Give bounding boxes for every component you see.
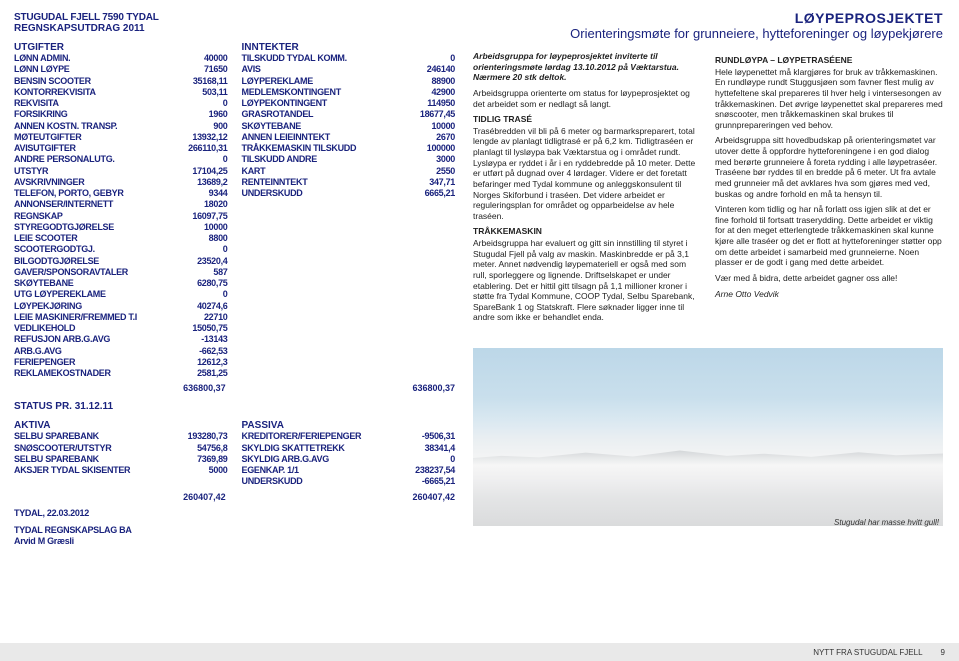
project-subtitle: Orienteringsmøte for grunneiere, hyttefo…	[473, 26, 943, 41]
article-columns: Arbeidsgruppa for løypeprosjektet invite…	[473, 51, 943, 328]
table-row: KART2550	[242, 166, 456, 177]
p-rund1: Hele løypenettet må klargjøres for bruk …	[715, 67, 943, 131]
aktiva-head: AKTIVA	[14, 420, 228, 431]
table-row: ARB.G.AVG-662,53	[14, 346, 228, 357]
table-row: LØYPEKJØRING40274,6	[14, 301, 228, 312]
table-row: SNØSCOOTER/UTSTYR54756,8	[14, 443, 228, 454]
table-row: MEDLEMSKONTINGENT42900	[242, 87, 456, 98]
h-rund: RUNDLØYPA – LØYPETRASÉENE	[715, 55, 943, 66]
table-row: KREDITORER/FERIEPENGER-9506,31	[242, 431, 456, 442]
p-rund2: Arbeidsgruppa sitt hovedbudskap på orien…	[715, 135, 943, 199]
table-row: REGNSKAP16097,75	[14, 211, 228, 222]
firm: TYDAL REGNSKAPSLAG BA	[14, 525, 455, 536]
photo-block: Stugudal har masse hvitt gull!	[473, 338, 943, 526]
sum-row: 636800,37 636800,37	[14, 383, 455, 393]
h-tidlig: TIDLIG TRASÉ	[473, 114, 701, 125]
table-row: EGENKAP. 1/1238237,54	[242, 465, 456, 476]
table-row: UTSTYR17104,25	[14, 166, 228, 177]
accounts-subtitle: REGNSKAPSUTDRAG 2011	[14, 23, 455, 34]
article-col-2: RUNDLØYPA – LØYPETRASÉENE Hele løypenett…	[715, 51, 943, 328]
table-row: LØYPEKONTINGENT114950	[242, 98, 456, 109]
balance-block: AKTIVA SELBU SPAREBANK193280,73SNØSCOOTE…	[14, 418, 455, 487]
sum-passiva: 260407,42	[243, 492, 455, 502]
table-row: SELBU SPAREBANK193280,73	[14, 431, 228, 442]
table-row: UNDERSKUDD-6665,21	[242, 476, 456, 487]
table-row: BENSIN SCOOTER35168,11	[14, 76, 228, 87]
p-tidlig: Trasébredden vil bli på 6 meter og barma…	[473, 126, 701, 222]
h-trakk: TRÅKKEMASKIN	[473, 226, 701, 237]
table-row: UTG LØYPEREKLAME0	[14, 289, 228, 300]
table-row: KONTORREKVISITA503,11	[14, 87, 228, 98]
passiva-head: PASSIVA	[242, 420, 456, 431]
table-row: RENTEINNTEKT347,71	[242, 177, 456, 188]
table-row: SKYLDIG SKATTETREKK38341,4	[242, 443, 456, 454]
table-row: ANNEN LEIEINNTEKT2670	[242, 132, 456, 143]
table-row: AVIS246140	[242, 64, 456, 75]
inntekter-head: INNTEKTER	[242, 42, 456, 53]
table-row: STYREGODTGJØRELSE10000	[14, 222, 228, 233]
article-signer: Arne Otto Vedvik	[715, 289, 943, 300]
table-row: SKØYTEBANE6280,75	[14, 278, 228, 289]
place-date: TYDAL, 22.03.2012	[14, 508, 455, 519]
accounts-title: STUGUDAL FJELL 7590 TYDAL	[14, 12, 455, 23]
table-row: LEIE MASKINER/FREMMED T.I22710	[14, 312, 228, 323]
table-row: AVSKRIVNINGER13689,2	[14, 177, 228, 188]
table-row: SKYLDIG ARB.G.AVG0	[242, 454, 456, 465]
table-row: TILSKUDD ANDRE3000	[242, 154, 456, 165]
table-row: FORSIKRING1960	[14, 109, 228, 120]
article-panel: LØYPEPROSJEKTET Orienteringsmøte for gru…	[465, 0, 959, 661]
table-row: UNDERSKUDD6665,21	[242, 188, 456, 199]
balance-sum-row: 260407,42 260407,42	[14, 492, 455, 502]
table-row: BILGODTGJØRELSE23520,4	[14, 256, 228, 267]
table-row: TELEFON, PORTO, GEBYR9344	[14, 188, 228, 199]
status-head: STATUS PR. 31.12.11	[14, 401, 455, 412]
table-row: REFUSJON ARB.G.AVG-13143	[14, 334, 228, 345]
article-col-1: Arbeidsgruppa for løypeprosjektet invite…	[473, 51, 701, 328]
table-row: TILSKUDD TYDAL KOMM.0	[242, 53, 456, 64]
table-row: GRASROTANDEL18677,45	[242, 109, 456, 120]
p-rund3: Vinteren kom tidlig og har nå forlatt os…	[715, 204, 943, 268]
table-row: SELBU SPAREBANK7369,89	[14, 454, 228, 465]
table-row: AKSJER TYDAL SKISENTER5000	[14, 465, 228, 476]
table-row: REKVISITA0	[14, 98, 228, 109]
table-row: REKLAMEKOSTNADER2581,25	[14, 368, 228, 379]
table-row: TRÅKKEMASKIN TILSKUDD100000	[242, 143, 456, 154]
table-row: LØNN LØYPE71650	[14, 64, 228, 75]
table-row: SKØYTEBANE10000	[242, 121, 456, 132]
intro-2: Arbeidsgruppa orienterte om status for l…	[473, 88, 701, 109]
winter-photo	[473, 348, 943, 526]
intro-strong: Arbeidsgruppa for løypeprosjektet invite…	[473, 51, 701, 83]
table-row: LØYPEREKLAME88900	[242, 76, 456, 87]
photo-caption: Stugudal har masse hvitt gull!	[834, 518, 939, 527]
sum-utgifter: 636800,37	[14, 383, 226, 393]
table-row: LØNN ADMIN.40000	[14, 53, 228, 64]
sum-inntekter: 636800,37	[243, 383, 455, 393]
accounts-panel: STUGUDAL FJELL 7590 TYDAL REGNSKAPSUTDRA…	[0, 0, 465, 661]
p-rund4: Vær med å bidra, dette arbeidet gagner o…	[715, 273, 943, 284]
page-number: 9	[941, 648, 945, 657]
table-row: FERIEPENGER12612,3	[14, 357, 228, 368]
footer-text: NYTT FRA STUGUDAL FJELL	[813, 648, 922, 657]
table-row: ANDRE PERSONALUTG.0	[14, 154, 228, 165]
table-row: SCOOTERGODTGJ.0	[14, 244, 228, 255]
utgifter-head: UTGIFTER	[14, 42, 228, 53]
table-row: VEDLIKEHOLD15050,75	[14, 323, 228, 334]
table-row: AVISUTGIFTER266110,31	[14, 143, 228, 154]
table-row: LEIE SCOOTER8800	[14, 233, 228, 244]
table-row: ANNONSER/INTERNETT18020	[14, 199, 228, 210]
sum-aktiva: 260407,42	[14, 492, 226, 502]
page-footer: NYTT FRA STUGUDAL FJELL 9	[0, 643, 959, 661]
table-row: GAVER/SPONSORAVTALER587	[14, 267, 228, 278]
p-trakk: Arbeidsgruppa har evaluert og gitt sin i…	[473, 238, 701, 323]
table-row: ANNEN KOSTN. TRANSP.900	[14, 121, 228, 132]
signer: Arvid M Græsli	[14, 536, 455, 547]
income-expense-block: UTGIFTER LØNN ADMIN.40000LØNN LØYPE71650…	[14, 40, 455, 379]
project-title: LØYPEPROSJEKTET	[473, 10, 943, 26]
table-row: MØTEUTGIFTER13932,12	[14, 132, 228, 143]
